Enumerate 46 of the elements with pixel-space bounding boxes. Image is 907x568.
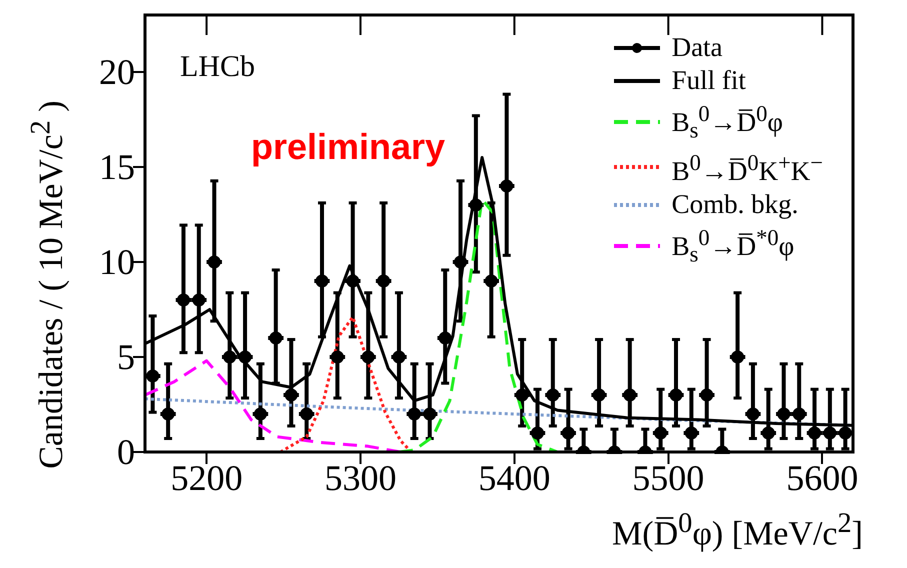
x-tick-label: 5200 <box>170 458 244 498</box>
annotation: preliminary <box>251 126 446 168</box>
point <box>623 388 636 402</box>
y-tick-label: 20 <box>99 52 135 92</box>
line-series <box>145 359 402 452</box>
point <box>530 426 544 440</box>
legend-label: Comb. bkg. <box>672 189 798 220</box>
point <box>454 256 468 268</box>
point <box>500 180 514 192</box>
point <box>330 350 344 364</box>
point <box>746 408 760 420</box>
point <box>316 274 328 288</box>
legend-label: Data <box>672 32 723 63</box>
point <box>377 274 390 288</box>
point <box>284 388 298 402</box>
point <box>346 274 360 288</box>
point <box>300 408 314 420</box>
y-tick-label: 0 <box>117 432 135 472</box>
x-tick-label: 5300 <box>323 458 398 498</box>
point <box>546 388 560 402</box>
legend-label: B$^{0}$→D̅$^{0}$K$^{+}$K$^{−}$ <box>672 149 823 188</box>
point <box>516 388 529 402</box>
legend-label: B$_{s}$$^{0}$→D̅$^{*0}$φ <box>672 224 794 269</box>
point <box>208 256 221 268</box>
point <box>762 426 775 440</box>
point <box>484 274 498 288</box>
point <box>731 350 744 364</box>
point <box>392 350 406 364</box>
point <box>362 350 375 364</box>
point <box>592 388 606 402</box>
legend-label: B$_{s}$$^{0}$→D̅$^{0}$φ <box>672 100 783 144</box>
point <box>684 426 698 440</box>
x-tick-label: 5500 <box>631 458 706 498</box>
y-tick-label: 5 <box>117 337 135 377</box>
x-tick-label: 5600 <box>785 458 860 498</box>
point <box>670 388 682 402</box>
point <box>700 388 714 402</box>
y-tick-label: 10 <box>99 242 135 282</box>
point <box>254 408 267 420</box>
x-tick-label: 5400 <box>477 458 552 498</box>
y-tick-label: 15 <box>99 147 135 187</box>
point <box>146 370 160 382</box>
legend-label: Full fit <box>672 65 746 96</box>
point <box>438 332 452 344</box>
annotation: LHCb <box>180 50 255 84</box>
x-axis-title: M(D̅$^{0}$φ) [MeV/c$^{2}$] <box>612 508 863 554</box>
